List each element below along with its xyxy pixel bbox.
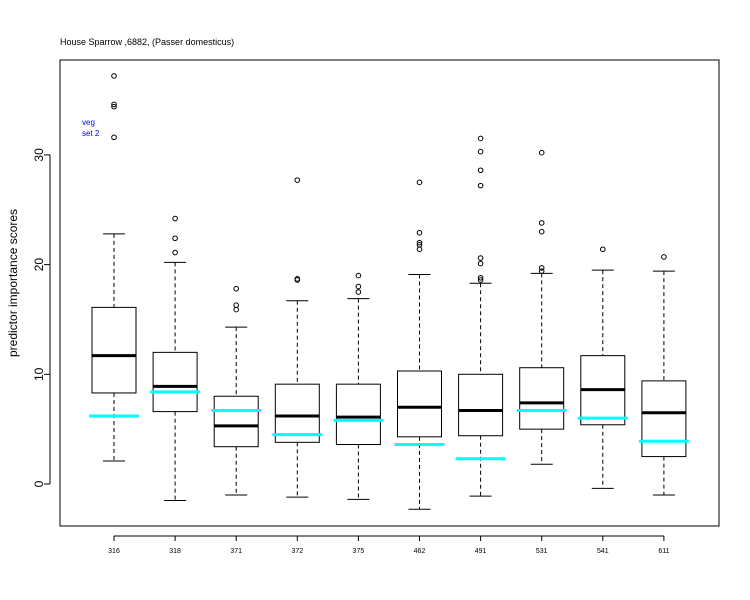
- box-318: [150, 215, 201, 501]
- outlier-point: [477, 135, 484, 142]
- x-tick-label: 491: [475, 548, 487, 555]
- box-375: [333, 272, 384, 500]
- x-tick-label: 316: [108, 548, 120, 555]
- outlier-point: [416, 242, 423, 248]
- chart-title: House Sparrow ,6882, (Passer domesticus): [60, 37, 235, 47]
- outlier-point: [538, 228, 545, 235]
- box-series: [89, 73, 689, 510]
- box-316: [89, 73, 139, 462]
- y-tick-label: 20: [32, 258, 46, 272]
- outlier-point: [477, 182, 484, 189]
- x-tick-label: 318: [169, 548, 181, 555]
- y-tick-label: 0: [32, 480, 46, 487]
- outlier-point: [355, 289, 362, 295]
- y-axis: 0 10 20 30: [32, 148, 51, 487]
- outlier-point: [111, 103, 117, 110]
- legend-line: veg: [82, 118, 95, 127]
- x-tick-label: 611: [658, 548, 669, 555]
- outlier-point: [477, 167, 484, 174]
- y-tick-label: 30: [32, 148, 46, 162]
- box-462: [394, 179, 445, 510]
- outlier-point: [111, 134, 117, 141]
- outlier-point: [416, 239, 423, 246]
- x-tick-label: 462: [414, 548, 426, 555]
- x-tick-label: 375: [353, 548, 365, 555]
- box-611: [638, 254, 689, 496]
- outlier-point: [416, 179, 423, 186]
- box-iqr: [458, 373, 504, 437]
- outlier-point: [294, 276, 301, 282]
- y-tick-label: 10: [32, 367, 46, 381]
- box-541: [577, 246, 628, 489]
- outlier-point: [111, 73, 117, 79]
- outlier-point: [477, 260, 484, 267]
- box-iqr: [152, 351, 198, 413]
- box-iqr: [213, 395, 259, 448]
- box-iqr: [519, 367, 565, 430]
- box-iqr: [335, 383, 381, 446]
- outlier-point: [233, 302, 239, 308]
- legend: veg set 2: [82, 118, 100, 138]
- box-371: [211, 285, 262, 496]
- outlier-point: [477, 255, 484, 261]
- outlier-point: [477, 148, 484, 155]
- outlier-point: [172, 215, 178, 222]
- outlier-point: [477, 274, 484, 281]
- outlier-point: [538, 220, 545, 226]
- x-tick-label: 371: [230, 548, 242, 555]
- box-iqr: [397, 370, 442, 438]
- box-491: [455, 135, 506, 497]
- x-tick-label: 541: [597, 548, 609, 555]
- outlier-point: [538, 149, 545, 156]
- outlier-point: [600, 246, 606, 253]
- outlier-point: [111, 101, 117, 108]
- outlier-point: [538, 268, 545, 274]
- x-tick-label: 372: [291, 548, 303, 555]
- plot-frame: [59, 59, 720, 527]
- box-iqr: [274, 383, 320, 443]
- box-372: [272, 177, 323, 498]
- outlier-point: [294, 177, 301, 183]
- outlier-point: [355, 272, 362, 279]
- outlier-point: [233, 285, 239, 292]
- box-531: [516, 149, 567, 465]
- x-tick-label: 531: [536, 548, 548, 555]
- x-axis: 316 318 371 372 375 462 491 531 541 611: [108, 535, 670, 555]
- outlier-point: [172, 249, 178, 256]
- box-iqr: [91, 306, 137, 394]
- box-iqr: [641, 380, 687, 458]
- legend-line: set 2: [82, 129, 100, 138]
- outlier-point: [416, 229, 423, 236]
- outlier-point: [538, 265, 545, 271]
- outlier-point: [355, 283, 362, 290]
- outlier-point: [172, 235, 178, 242]
- outlier-point: [477, 277, 484, 283]
- outlier-point: [661, 254, 667, 260]
